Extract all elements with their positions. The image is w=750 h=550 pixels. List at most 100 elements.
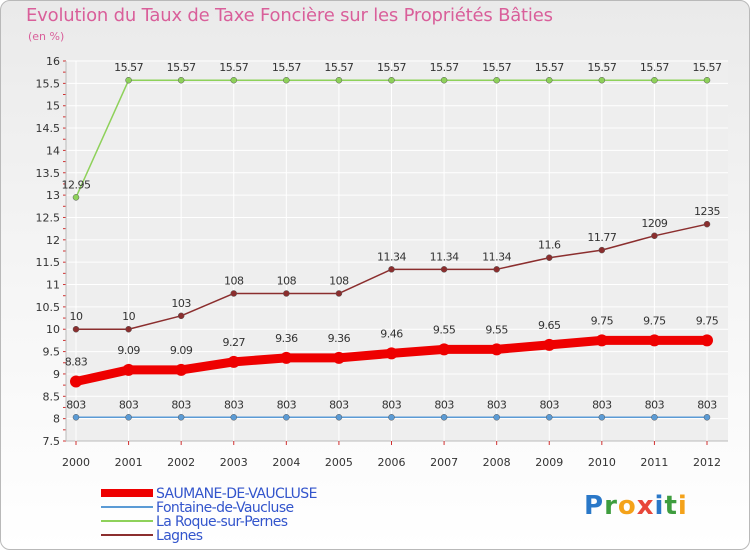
y-tick-label: 8	[53, 413, 60, 426]
data-label: 803	[540, 398, 560, 411]
data-point	[595, 334, 608, 347]
data-point	[335, 290, 343, 297]
x-tick-label: 2008	[483, 456, 511, 469]
data-point	[648, 334, 661, 347]
data-label: 12.95	[62, 178, 91, 191]
data-label: 15.57	[587, 61, 616, 74]
data-point	[125, 325, 132, 333]
data-label: 10	[122, 310, 135, 323]
y-tick-label: 9.5	[43, 346, 61, 359]
data-point	[598, 414, 606, 421]
data-point	[283, 414, 290, 421]
data-label: 803	[645, 398, 665, 411]
data-label: 9.36	[275, 332, 298, 345]
data-point	[703, 76, 711, 84]
data-point	[703, 220, 711, 228]
data-point	[125, 414, 132, 421]
data-point	[385, 347, 398, 360]
data-label: 108	[329, 274, 349, 287]
data-label: 803	[382, 398, 402, 411]
data-point	[440, 76, 448, 84]
data-label: 9.09	[117, 344, 140, 357]
data-label: 9.46	[380, 327, 403, 340]
data-label: 9.75	[591, 314, 614, 327]
data-label: 11.34	[482, 250, 511, 263]
y-tick-label: 13.5	[36, 167, 61, 180]
data-point	[177, 312, 185, 320]
data-label: 103	[171, 297, 191, 310]
chart-title: Evolution du Taux de Taxe Foncière sur l…	[26, 5, 553, 26]
data-point	[332, 351, 345, 364]
data-point	[388, 266, 395, 273]
x-tick-label: 2001	[115, 456, 143, 469]
data-point	[701, 334, 713, 347]
data-label: 8.83	[65, 356, 88, 369]
y-tick-label: 7.5	[43, 435, 61, 448]
data-label: 15.57	[219, 61, 248, 74]
data-point	[546, 76, 553, 84]
data-label: 803	[329, 398, 349, 411]
data-label: 9.27	[223, 336, 246, 349]
data-point	[72, 325, 80, 333]
data-label: 15.57	[640, 61, 669, 74]
data-point	[493, 266, 500, 273]
data-point	[651, 76, 658, 84]
data-label: 803	[487, 398, 507, 411]
data-point	[493, 414, 500, 421]
data-point	[651, 414, 658, 421]
x-tick-label: 2009	[535, 456, 563, 469]
data-label: 11.34	[377, 250, 406, 263]
data-point	[227, 355, 240, 368]
logo-letter: i	[654, 491, 665, 521]
logo-letter: o	[617, 491, 637, 521]
legend-label: SAUMANE-DE-VAUCLUSE	[156, 486, 317, 502]
x-tick-label: 2006	[378, 456, 406, 469]
y-tick-label: 8.5	[43, 390, 61, 403]
y-tick-label: 11	[46, 279, 60, 292]
x-tick-label: 2012	[693, 456, 721, 469]
y-axis-unit-label: (en %)	[28, 30, 65, 43]
data-label: 15.57	[167, 61, 196, 74]
logo-letter: i	[677, 491, 688, 521]
data-point	[72, 414, 80, 421]
x-tick-label: 2003	[220, 456, 248, 469]
data-point	[598, 76, 606, 84]
data-label: 803	[66, 398, 86, 411]
data-label: 15.57	[272, 61, 301, 74]
data-label: 108	[277, 274, 297, 287]
data-point	[335, 414, 343, 421]
y-tick-label: 15	[46, 100, 60, 113]
data-point	[230, 76, 237, 84]
data-label: 9.55	[433, 323, 456, 336]
data-point	[490, 343, 503, 356]
data-label: 15.57	[324, 61, 353, 74]
data-label: 15.57	[482, 61, 511, 74]
data-point	[651, 232, 658, 240]
data-point	[703, 414, 711, 421]
data-label: 803	[277, 398, 297, 411]
data-label: 15.57	[114, 61, 143, 74]
y-tick-label: 16	[46, 55, 60, 68]
data-label: 9.65	[538, 319, 561, 332]
data-label: 108	[224, 274, 244, 287]
data-label: 9.09	[170, 344, 193, 357]
data-point	[546, 414, 553, 421]
data-point	[543, 338, 556, 351]
data-label: 15.57	[535, 61, 564, 74]
data-point	[177, 414, 185, 421]
data-label: 9.36	[328, 332, 351, 345]
data-point	[283, 290, 290, 297]
logo-letter: P	[584, 491, 605, 521]
data-point	[493, 76, 500, 84]
data-point	[72, 194, 80, 201]
y-tick-label: 14	[46, 144, 60, 157]
data-point	[177, 76, 185, 84]
x-tick-label: 2011	[640, 456, 668, 469]
data-point	[388, 76, 395, 84]
x-tick-label: 2002	[167, 456, 195, 469]
legend-label: Fontaine-de-Vaucluse	[156, 500, 294, 516]
legend-label: Lagnes	[156, 528, 203, 544]
data-label: 15.57	[377, 61, 406, 74]
